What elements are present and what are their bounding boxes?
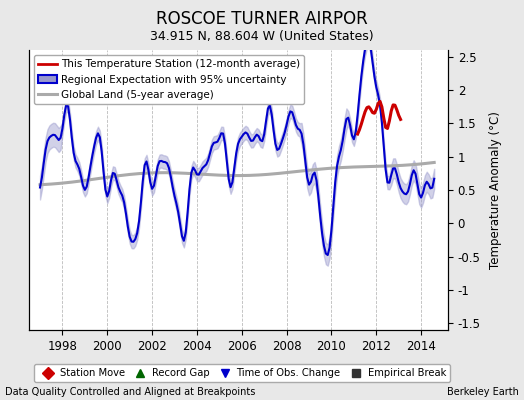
Legend: Station Move, Record Gap, Time of Obs. Change, Empirical Break: Station Move, Record Gap, Time of Obs. C… [34,364,450,382]
Text: Data Quality Controlled and Aligned at Breakpoints: Data Quality Controlled and Aligned at B… [5,387,256,397]
Y-axis label: Temperature Anomaly (°C): Temperature Anomaly (°C) [489,111,502,269]
Text: 34.915 N, 88.604 W (United States): 34.915 N, 88.604 W (United States) [150,30,374,43]
Text: ROSCOE TURNER AIRPOR: ROSCOE TURNER AIRPOR [156,10,368,28]
Text: Berkeley Earth: Berkeley Earth [447,387,519,397]
